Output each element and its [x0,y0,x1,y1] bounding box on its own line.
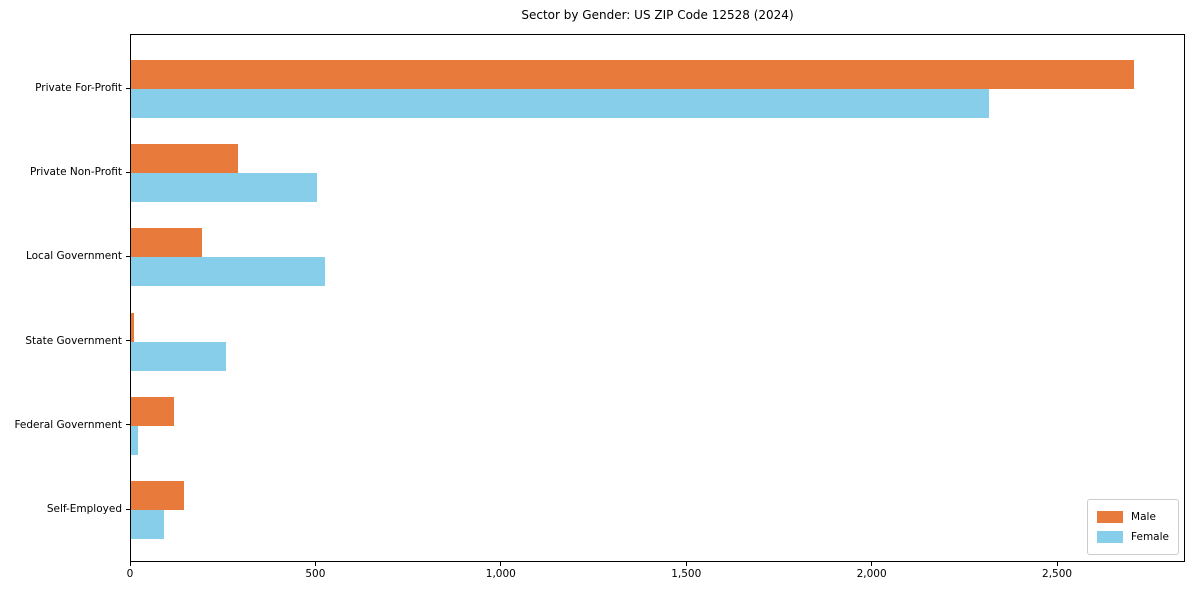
x-tick-label: 2,500 [1042,568,1073,580]
bar-male-private-non-profit [131,144,238,173]
x-tick-mark [871,562,873,566]
plot-area: Male Female [130,34,1185,562]
bar-female-private-for-profit [131,89,989,118]
y-tick-mark [126,508,130,510]
bar-male-federal-government [131,397,174,426]
y-category-label-local-government: Local Government [25,250,122,263]
x-tick-label: 1,000 [485,568,516,580]
x-tick-mark [685,562,687,566]
y-tick-mark [126,340,130,342]
bar-male-local-government [131,228,202,257]
y-category-label-self-employed: Self-Employed [46,503,122,515]
y-category-label-private-non-profit: Private Non-Profit [29,166,122,179]
bar-male-private-for-profit [131,60,1134,89]
bar-female-local-government [131,257,325,286]
male-series-swatch [1097,511,1124,523]
bar-female-federal-government [131,426,138,455]
x-tick-label: 500 [305,568,326,580]
bar-male-state-government [131,313,134,342]
chart-title: Sector by Gender: US ZIP Code 12528 (202… [521,8,794,22]
x-tick-mark [1056,562,1058,566]
x-tick-mark [500,562,502,566]
y-tick-mark [126,255,130,257]
legend-item-male: Male [1097,507,1169,527]
legend: Male Female [1087,499,1179,555]
female-series-swatch [1097,531,1124,543]
y-tick-mark [126,171,130,173]
x-tick-label: 0 [126,568,134,580]
y-category-label-state-government: State Government [25,334,122,347]
bar-male-self-employed [131,481,184,510]
x-tick-label: 2,000 [856,568,887,580]
y-category-label-private-for-profit: Private For-Profit [35,82,122,94]
bar-female-private-non-profit [131,173,317,202]
legend-label-male: Male [1131,511,1156,523]
bar-female-state-government [131,342,226,371]
x-tick-mark [314,562,316,566]
y-tick-mark [126,424,130,426]
y-category-label-federal-government: Federal Government [14,418,122,431]
legend-item-female: Female [1097,527,1169,547]
x-tick-mark [129,562,131,566]
y-tick-mark [126,87,130,89]
bar-female-self-employed [131,510,164,539]
x-tick-label: 1,500 [671,568,702,580]
legend-label-female: Female [1131,531,1169,543]
